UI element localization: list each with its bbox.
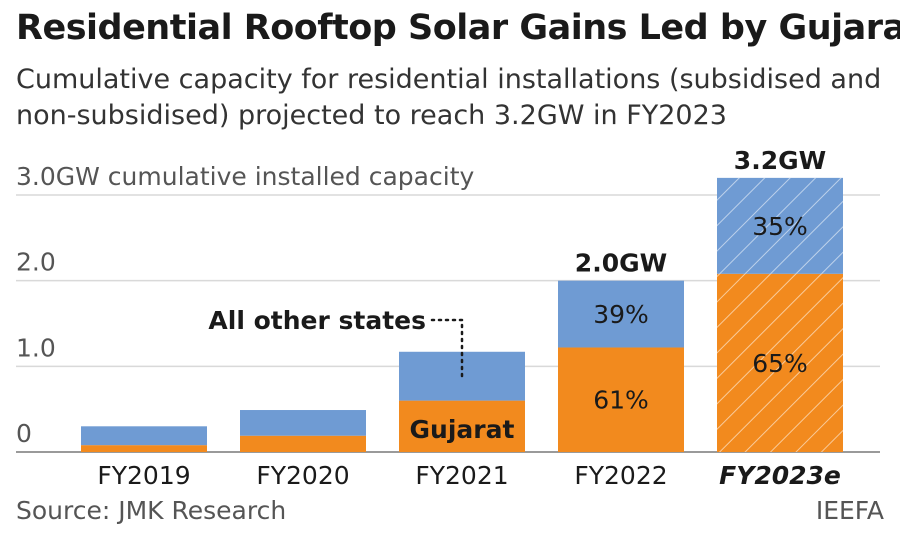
bar-gujarat — [558, 347, 684, 452]
bar-gujarat — [81, 445, 207, 452]
bar-other-states-hatch — [717, 177, 843, 274]
y-tick-label: 1.0 — [16, 333, 56, 362]
bar-gujarat-hatch — [717, 273, 843, 452]
brand-label: IEEFA — [815, 496, 884, 525]
gujarat-share-label: 61% — [593, 386, 649, 415]
bar-gujarat — [240, 435, 366, 452]
source-note: Source: JMK Research — [16, 496, 287, 525]
annotation-leader-line — [430, 318, 464, 383]
bar-total-label: 2.0GW — [575, 249, 667, 278]
x-tick-label: FY2020 — [256, 461, 349, 490]
other-states-share-label: 39% — [593, 300, 649, 329]
bar-other-states — [240, 410, 366, 436]
x-tick-label: FY2022 — [574, 461, 667, 490]
annotation-other-states: All other states — [208, 306, 426, 335]
x-tick-label: FY2021 — [415, 461, 508, 490]
gujarat-share-label: 65% — [752, 349, 808, 378]
chart-title: Residential Rooftop Solar Gains Led by G… — [16, 8, 900, 48]
gujarat-series-label: Gujarat — [410, 415, 515, 444]
chart-subtitle: Cumulative capacity for residential inst… — [16, 64, 882, 131]
y-tick-label: 3.0GW cumulative installed capacity — [16, 162, 474, 191]
bar-other-states — [558, 280, 684, 348]
bar-total-label: 3.2GW — [734, 146, 826, 175]
x-tick-label: FY2019 — [97, 461, 190, 490]
x-tick-label: FY2023e — [719, 461, 841, 490]
y-tick-label: 0 — [16, 419, 32, 448]
y-tick-label: 2.0 — [16, 248, 56, 277]
bar-other-states — [81, 426, 207, 446]
bar-gujarat — [399, 400, 525, 452]
other-states-share-label: 35% — [752, 212, 808, 241]
